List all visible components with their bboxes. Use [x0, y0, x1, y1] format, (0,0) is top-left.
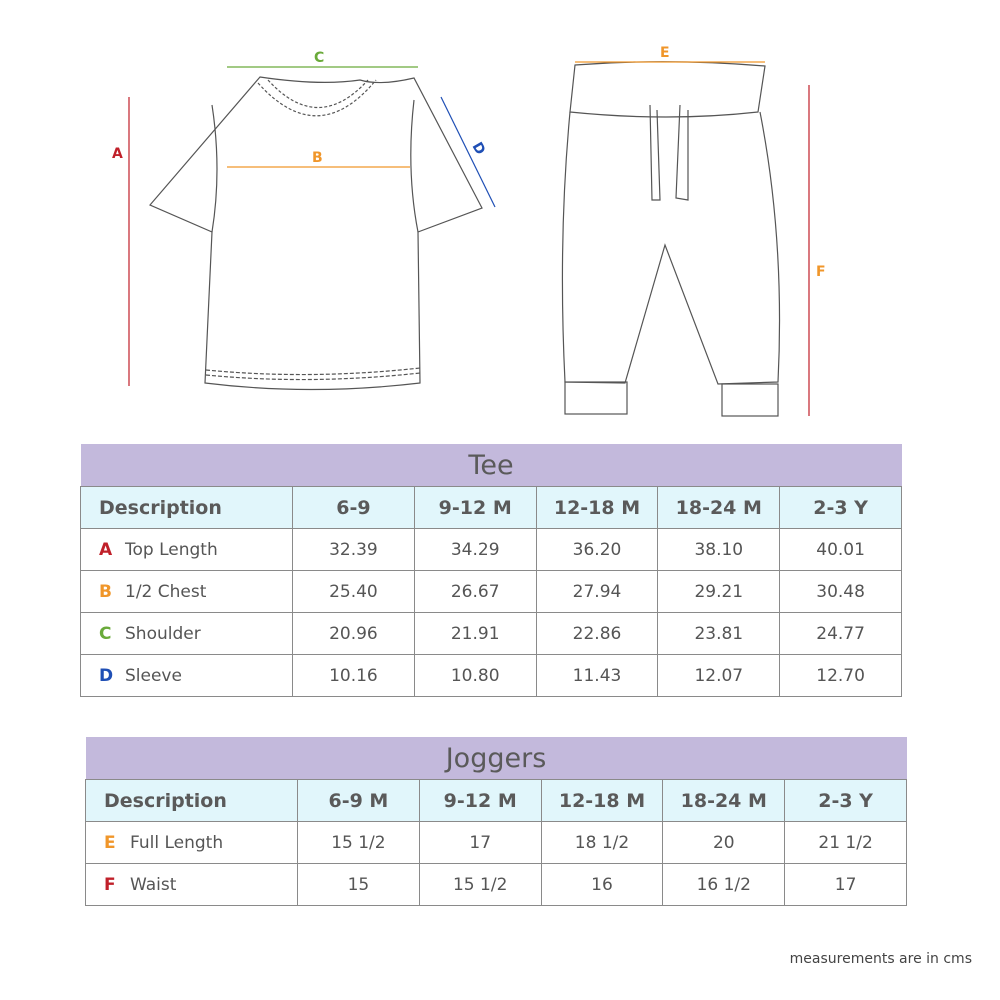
measure-name: Waist: [130, 874, 177, 895]
measure-value: 40.01: [779, 528, 902, 571]
measure-value: 30.48: [779, 570, 902, 613]
label-D: D: [469, 140, 489, 158]
measure-value: 26.67: [413, 570, 537, 613]
measure-value: 29.21: [657, 570, 781, 613]
measure-value: 16: [540, 863, 664, 906]
column-header: Description: [85, 779, 298, 822]
measure-letter: A: [99, 539, 113, 560]
measure-value: 10.16: [292, 654, 415, 697]
measure-value: 17: [418, 821, 542, 864]
measure-letter: D: [99, 665, 114, 686]
table-title: Tee: [80, 444, 902, 487]
measure-name: Full Length: [130, 832, 224, 853]
measure-value: 38.10: [657, 528, 781, 571]
table-row: B 1/2 Chest 25.40 26.67 27.94 29.21 30.48: [80, 570, 902, 613]
garment-diagrams: A B C D E F: [112, 45, 826, 417]
column-header: 2-3 Y: [784, 779, 907, 822]
table-row: D Sleeve 10.16 10.80 11.43 12.07 12.70: [80, 654, 902, 697]
column-header: 9-12 M: [413, 486, 537, 529]
label-B: B: [312, 150, 323, 166]
table-row: F Waist 15 15 1/2 16 16 1/2 17: [85, 863, 907, 906]
measure-value: 17: [784, 863, 907, 906]
measure-value: 11.43: [535, 654, 659, 697]
table-row: C Shoulder 20.96 21.91 22.86 23.81 24.77: [80, 612, 902, 655]
measure-value: 12.70: [779, 654, 902, 697]
measure-name: Shoulder: [125, 623, 201, 644]
column-header: 6-9 M: [297, 779, 420, 822]
table-row: E Full Length 15 1/2 17 18 1/2 20 21 1/2: [85, 821, 907, 864]
label-E: E: [660, 45, 670, 61]
column-header: 6-9: [292, 486, 415, 529]
measure-name: 1/2 Chest: [125, 581, 207, 602]
measure-value: 22.86: [535, 612, 659, 655]
measure-value: 32.39: [292, 528, 415, 571]
measure-value: 15 1/2: [418, 863, 542, 906]
column-header: Description: [80, 486, 293, 529]
label-A: A: [112, 146, 123, 162]
measure-value: 20: [662, 821, 786, 864]
tee-size-table: Tee Description 6-9 9-12 M 12-18 M 18-24 M 2-3…: [80, 444, 902, 697]
measure-letter: B: [99, 581, 112, 602]
table-title: Joggers: [85, 737, 907, 780]
measure-name: Top Length: [125, 539, 218, 560]
column-header: 18-24 M: [662, 779, 786, 822]
column-header: 9-12 M: [418, 779, 542, 822]
column-header: 2-3 Y: [779, 486, 902, 529]
measure-value: 36.20: [535, 528, 659, 571]
label-C: C: [314, 50, 324, 66]
measure-value: 15: [297, 863, 420, 906]
table-row: A Top Length 32.39 34.29 36.20 38.10 40.01: [80, 528, 902, 571]
joggers-size-table: Joggers Description 6-9 M 9-12 M 12-18 M 18-2…: [85, 737, 907, 906]
measure-letter: E: [104, 832, 116, 853]
measure-value: 10.80: [413, 654, 537, 697]
measure-value: 18 1/2: [540, 821, 664, 864]
measure-value: 20.96: [292, 612, 415, 655]
measure-value: 23.81: [657, 612, 781, 655]
measure-value: 27.94: [535, 570, 659, 613]
column-header: 18-24 M: [657, 486, 781, 529]
joggers-illustration: [561, 61, 781, 417]
measure-letter: C: [99, 623, 112, 644]
measure-value: 12.07: [657, 654, 781, 697]
column-header: 12-18 M: [540, 779, 664, 822]
measure-value: 16 1/2: [662, 863, 786, 906]
measure-value: 24.77: [779, 612, 902, 655]
column-header: 12-18 M: [535, 486, 659, 529]
tee-illustration: [149, 76, 483, 391]
measure-value: 15 1/2: [297, 821, 420, 864]
measure-value: 21.91: [413, 612, 537, 655]
measure-name: Sleeve: [125, 665, 182, 686]
measure-value: 34.29: [413, 528, 537, 571]
label-F: F: [816, 264, 826, 280]
measure-D: [440, 96, 496, 208]
units-note: measurements are in cms: [789, 951, 972, 967]
measure-value: 21 1/2: [784, 821, 907, 864]
measure-letter: F: [104, 874, 116, 895]
measure-value: 25.40: [292, 570, 415, 613]
